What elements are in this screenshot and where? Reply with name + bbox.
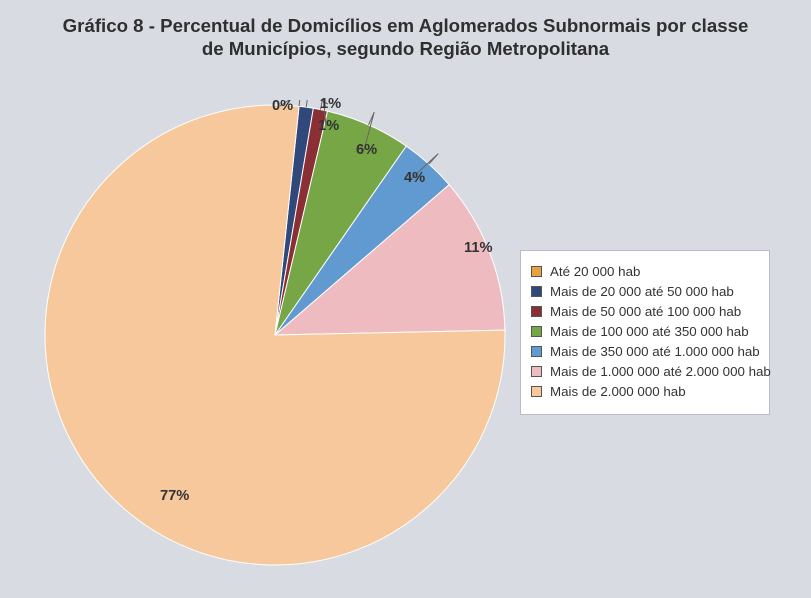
- legend-item: Mais de 350 000 até 1.000 000 hab: [531, 344, 759, 359]
- legend-text: Mais de 20 000 até 50 000 hab: [550, 284, 734, 299]
- chart-area: 0% 1% 1% 6% 4% 11% 77% Até 20 000 hab Mais de 2…: [10, 90, 800, 588]
- legend-swatch: [531, 306, 542, 317]
- legend: Até 20 000 hab Mais de 20 000 até 50 000 …: [520, 250, 770, 415]
- legend-text: Mais de 50 000 até 100 000 hab: [550, 304, 741, 319]
- legend-item: Mais de 20 000 até 50 000 hab: [531, 284, 759, 299]
- slice-label: 1%: [318, 118, 339, 134]
- legend-text: Mais de 1.000 000 até 2.000 000 hab: [550, 364, 771, 379]
- legend-text: Mais de 2.000 000 hab: [550, 384, 686, 399]
- legend-swatch: [531, 266, 542, 277]
- legend-text: Até 20 000 hab: [550, 264, 640, 279]
- pie-svg: [40, 100, 510, 570]
- slice-label: 4%: [404, 170, 425, 186]
- legend-swatch: [531, 346, 542, 357]
- chart-title: Gráfico 8 - Percentual de Domicílios em …: [0, 14, 811, 61]
- pie-wrap: 0%1%1%6%4%11%77%: [40, 100, 510, 570]
- legend-item: Mais de 50 000 até 100 000 hab: [531, 304, 759, 319]
- legend-swatch: [531, 286, 542, 297]
- slice-label: 77%: [160, 488, 189, 504]
- legend-item: Mais de 2.000 000 hab: [531, 384, 759, 399]
- legend-item: Mais de 1.000 000 até 2.000 000 hab: [531, 364, 759, 379]
- slice-label: 11%: [464, 240, 493, 256]
- slice-label: 0%: [272, 98, 293, 114]
- legend-text: Mais de 350 000 até 1.000 000 hab: [550, 344, 760, 359]
- legend-swatch: [531, 386, 542, 397]
- legend-text: Mais de 100 000 até 350 000 hab: [550, 324, 749, 339]
- title-line-2: de Municípios, segundo Região Metropolit…: [202, 38, 609, 59]
- title-line-1: Gráfico 8 - Percentual de Domicílios em …: [63, 15, 749, 36]
- chart-container: Gráfico 8 - Percentual de Domicílios em …: [0, 0, 811, 598]
- legend-swatch: [531, 326, 542, 337]
- legend-swatch: [531, 366, 542, 377]
- slice-label: 1%: [320, 96, 341, 112]
- slice-label: 6%: [356, 142, 377, 158]
- legend-item: Até 20 000 hab: [531, 264, 759, 279]
- legend-item: Mais de 100 000 até 350 000 hab: [531, 324, 759, 339]
